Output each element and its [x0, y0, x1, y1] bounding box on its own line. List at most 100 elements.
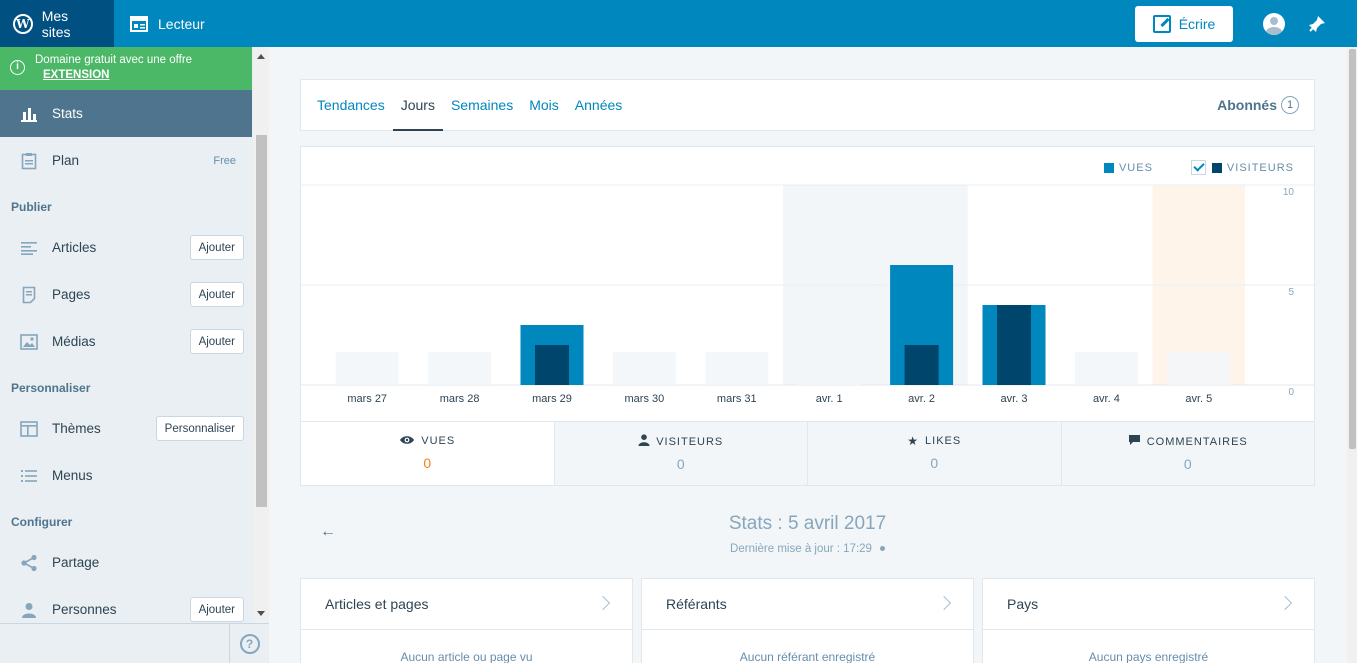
empty-bar-placeholder	[797, 352, 861, 385]
write-button[interactable]: Écrire	[1135, 5, 1233, 42]
sidebar-item-label: Articles	[52, 240, 97, 255]
module-title: Pays	[1007, 596, 1039, 612]
x-tick-label: mars 31	[717, 393, 757, 405]
main-content: Tendances Jours Semaines Mois Années Abo…	[270, 47, 1357, 663]
reader-button[interactable]: Lecteur	[114, 0, 219, 47]
empty-bar-placeholder	[428, 352, 492, 385]
back-arrow-icon[interactable]: ←	[320, 523, 336, 540]
add-article-button[interactable]: Ajouter	[189, 235, 244, 260]
section-heading-personalize: Personnaliser	[11, 381, 91, 395]
x-tick-label: avr. 3	[1001, 393, 1028, 405]
empty-bar-placeholder	[335, 352, 399, 385]
scroll-up-arrow-icon[interactable]	[257, 54, 265, 59]
x-tick-label: mars 28	[440, 393, 480, 405]
my-sites-button[interactable]: W Mes sites	[0, 0, 114, 47]
write-label: Écrire	[1178, 15, 1216, 32]
sidebar-item-plan[interactable]: Plan Free	[0, 137, 252, 184]
promo-link[interactable]: EXTENSION	[43, 69, 110, 81]
write-icon	[1152, 14, 1171, 33]
sidebar-menu: i Domaine gratuit avec une offre EXTENSI…	[0, 47, 252, 623]
summary-tab-likes[interactable]: ★ LIKES 0	[807, 422, 1061, 485]
summary-label: ★ LIKES	[907, 434, 961, 448]
sidebar-item-label: Partage	[52, 555, 100, 570]
scrollbar-thumb[interactable]	[256, 135, 267, 507]
add-person-button[interactable]: Ajouter	[189, 597, 244, 622]
module-header[interactable]: Référants	[642, 579, 973, 630]
summary-tabs: VUES 0 VISITEURS 0 ★ LIKES 0	[301, 421, 1314, 485]
chevron-right-icon	[595, 595, 611, 611]
bar-chart: 10 5 0 mars 27 mars 28 mars 29 mars 30 mars 31 a…	[301, 184, 1314, 405]
wordpress-logo-icon: W	[12, 13, 34, 35]
help-button[interactable]: ?	[229, 624, 269, 663]
promo-text: Domaine gratuit avec une offre	[35, 54, 193, 66]
module-empty-text: Aucun article ou page vu	[400, 650, 533, 663]
last-updated: Dernière mise à jour : 17:29	[300, 543, 1315, 555]
stats-chart-card: 10 5 0 mars 27 mars 28 mars 29 mars 30 mars 31 a…	[300, 146, 1315, 486]
summary-likes-label: LIKES	[925, 435, 962, 447]
visitors-bar	[997, 305, 1031, 385]
tab-months[interactable]: Mois	[529, 97, 559, 113]
summary-tab-visitors[interactable]: VISITEURS 0	[553, 422, 807, 485]
tab-trends[interactable]: Tendances	[317, 97, 385, 113]
module-posts-pages: Articles et pages Aucun article ou page …	[300, 578, 633, 663]
date-title: Stats : 5 avril 2017	[728, 513, 887, 534]
sidebar-item-sharing[interactable]: Partage	[0, 539, 252, 586]
sidebar-item-label: Pages	[52, 287, 91, 302]
x-tick-label: mars 27	[347, 393, 387, 405]
tab-days[interactable]: Jours	[392, 80, 444, 131]
period-tabs: Tendances Jours Semaines Mois Années Abo…	[300, 79, 1315, 131]
x-tick-label: avr. 2	[908, 393, 935, 405]
last-updated-text: Dernière mise à jour : 17:29	[730, 543, 872, 555]
module-referrers: Référants Aucun référant enregistré	[641, 578, 974, 663]
domain-promo-banner[interactable]: i Domaine gratuit avec une offre EXTENSI…	[0, 47, 252, 90]
sidebar-item-label: Menus	[52, 468, 93, 483]
sidebar-item-media[interactable]: Médias Ajouter	[0, 318, 252, 365]
reader-label: Lecteur	[158, 15, 205, 32]
stats-icon	[19, 104, 39, 124]
person-icon	[638, 434, 650, 449]
sidebar-item-themes[interactable]: Thèmes Personnaliser	[0, 405, 252, 452]
sidebar-item-label: Plan	[52, 153, 80, 168]
summary-tab-views[interactable]: VUES 0	[301, 422, 554, 485]
summary-views-value: 0	[423, 455, 432, 471]
page-scrollbar-thumb[interactable]	[1349, 49, 1356, 449]
sidebar-item-people[interactable]: Personnes Ajouter	[0, 586, 252, 623]
tab-years[interactable]: Années	[574, 97, 623, 113]
y-tick-label: 10	[1283, 187, 1295, 198]
sidebar-item-articles[interactable]: Articles Ajouter	[0, 224, 252, 271]
sidebar-item-pages[interactable]: Pages Ajouter	[0, 271, 252, 318]
add-page-button[interactable]: Ajouter	[189, 282, 244, 307]
y-tick-label: 5	[1288, 287, 1294, 298]
add-media-button[interactable]: Ajouter	[189, 329, 244, 354]
sidebar-item-stats[interactable]: Stats	[0, 90, 252, 137]
help-icon: ?	[239, 634, 260, 654]
notifications-bell-icon[interactable]	[1305, 12, 1329, 36]
summary-label: VISITEURS	[638, 434, 723, 449]
tab-weeks[interactable]: Semaines	[450, 97, 514, 113]
plan-badge: Free	[213, 154, 236, 167]
visitors-bar	[904, 345, 939, 385]
section-heading-configure: Configurer	[11, 515, 73, 529]
followers-link[interactable]: Abonnés 1	[1217, 80, 1299, 130]
sidebar-scrollbar[interactable]	[253, 47, 269, 623]
sidebar: i Domaine gratuit avec une offre EXTENSI…	[0, 47, 269, 663]
x-tick-label: avr. 5	[1185, 393, 1212, 405]
page-scrollbar[interactable]	[1347, 47, 1357, 663]
module-header[interactable]: Articles et pages	[301, 579, 632, 630]
customize-button[interactable]: Personnaliser	[155, 416, 244, 441]
user-avatar[interactable]	[1263, 12, 1285, 35]
menus-icon	[19, 466, 39, 486]
pages-icon	[19, 285, 39, 305]
visitors-bar	[535, 345, 569, 385]
chart-legend: VUES VISITEURS	[1103, 160, 1294, 175]
visitors-checkbox[interactable]	[1190, 160, 1206, 175]
scroll-down-arrow-icon[interactable]	[257, 611, 265, 616]
sidebar-item-menus[interactable]: Menus	[0, 452, 252, 499]
summary-comments-value: 0	[1183, 456, 1192, 472]
star-icon: ★	[907, 434, 920, 448]
module-header[interactable]: Pays	[983, 579, 1314, 630]
summary-tab-comments[interactable]: COMMENTAIRES 0	[1060, 422, 1314, 485]
summary-label: COMMENTAIRES	[1128, 434, 1248, 449]
empty-bar-placeholder	[1167, 352, 1231, 385]
x-tick-label: mars 29	[532, 393, 572, 405]
